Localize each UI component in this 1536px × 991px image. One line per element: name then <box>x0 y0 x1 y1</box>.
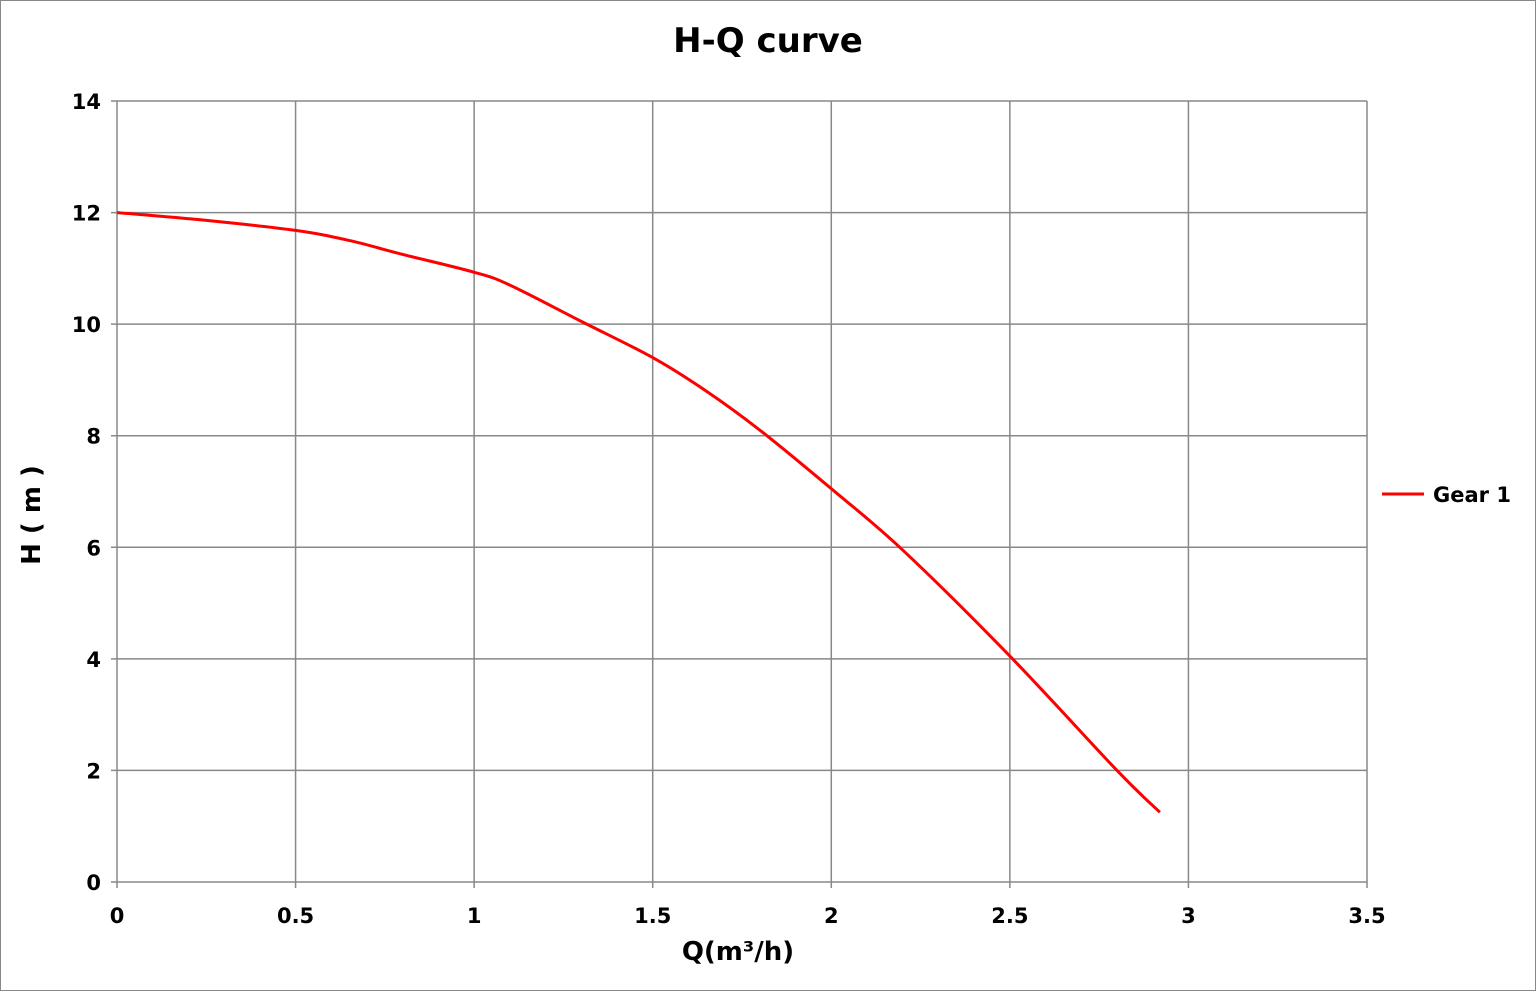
x-tick-label: 3 <box>1181 904 1196 928</box>
series-lines <box>116 211 1161 814</box>
series-line-gear-1 <box>116 211 1161 814</box>
x-tick-label: 1 <box>467 904 482 928</box>
legend-label-gear-1: Gear 1 <box>1433 483 1511 507</box>
x-axis-label: Q(m³/h) <box>682 937 794 967</box>
legend: Gear 1 <box>1382 483 1511 507</box>
y-axis-label: H ( m ) <box>17 465 47 565</box>
x-tick-label: 0 <box>110 904 125 928</box>
x-tick-label: 3.5 <box>1348 904 1385 928</box>
grid <box>111 100 1368 888</box>
x-tick-label: 2.5 <box>991 904 1028 928</box>
y-tick-label: 14 <box>72 90 101 114</box>
x-tick-label: 1.5 <box>634 904 671 928</box>
chart-title: H-Q curve <box>673 21 863 61</box>
y-tick-label: 6 <box>86 536 101 560</box>
y-tick-label: 12 <box>72 202 101 226</box>
y-tick-label: 8 <box>86 425 101 449</box>
y-tick-label: 0 <box>86 871 101 895</box>
x-tick-label: 0.5 <box>277 904 314 928</box>
y-tick-label: 2 <box>86 759 101 783</box>
tick-labels: 0 0.5 1 1.5 2 2.5 3 3.5 0 2 4 6 8 10 12 14 <box>72 90 1386 928</box>
y-tick-label: 4 <box>86 648 101 672</box>
x-tick-label: 2 <box>824 904 839 928</box>
y-tick-label: 10 <box>72 313 101 337</box>
